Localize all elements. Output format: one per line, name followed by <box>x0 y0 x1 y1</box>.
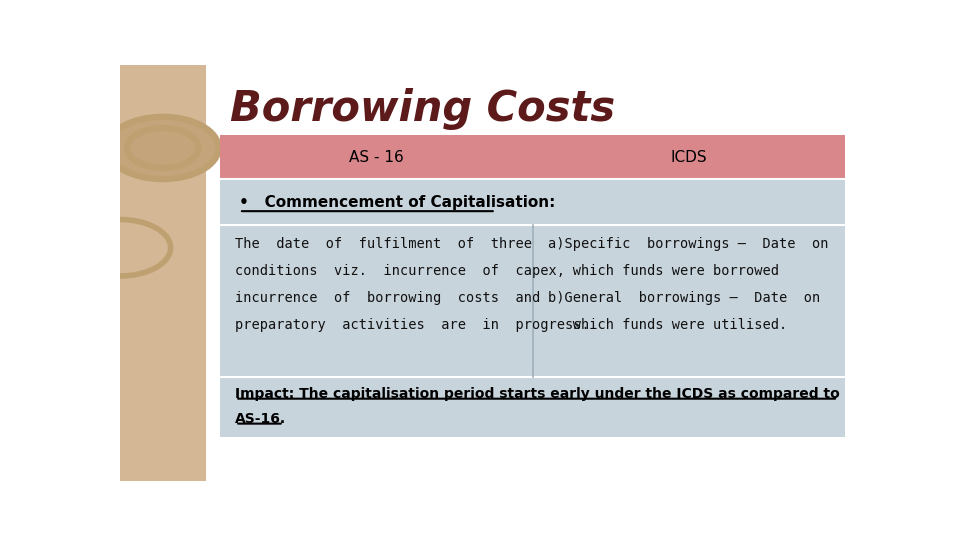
Text: which funds were borrowed: which funds were borrowed <box>548 265 779 279</box>
Text: Impact: The capitalisation period starts early under the ICDS as compared to: Impact: The capitalisation period starts… <box>235 387 840 401</box>
Text: AS - 16: AS - 16 <box>349 150 404 165</box>
Text: preparatory  activities  are  in  progress.: preparatory activities are in progress. <box>235 319 590 333</box>
Bar <box>221 136 846 179</box>
Text: which funds were utilised.: which funds were utilised. <box>548 319 787 333</box>
Text: b)General  borrowings –  Date  on: b)General borrowings – Date on <box>548 292 820 306</box>
Text: AS-16.: AS-16. <box>235 412 286 426</box>
Text: incurrence  of  borrowing  costs  and: incurrence of borrowing costs and <box>235 292 540 306</box>
Text: a)Specific  borrowings –  Date  on: a)Specific borrowings – Date on <box>548 238 828 251</box>
Text: •   Commencement of Capitalisation:: • Commencement of Capitalisation: <box>239 194 556 210</box>
Bar <box>221 377 846 437</box>
Circle shape <box>107 117 219 179</box>
Text: conditions  viz.  incurrence  of  capex,: conditions viz. incurrence of capex, <box>235 265 565 279</box>
Text: Borrowing Costs: Borrowing Costs <box>230 87 615 130</box>
Bar <box>120 65 205 481</box>
Bar <box>221 225 846 377</box>
Text: ICDS: ICDS <box>671 150 708 165</box>
Bar <box>221 179 846 225</box>
Text: The  date  of  fulfilment  of  three: The date of fulfilment of three <box>235 238 532 251</box>
